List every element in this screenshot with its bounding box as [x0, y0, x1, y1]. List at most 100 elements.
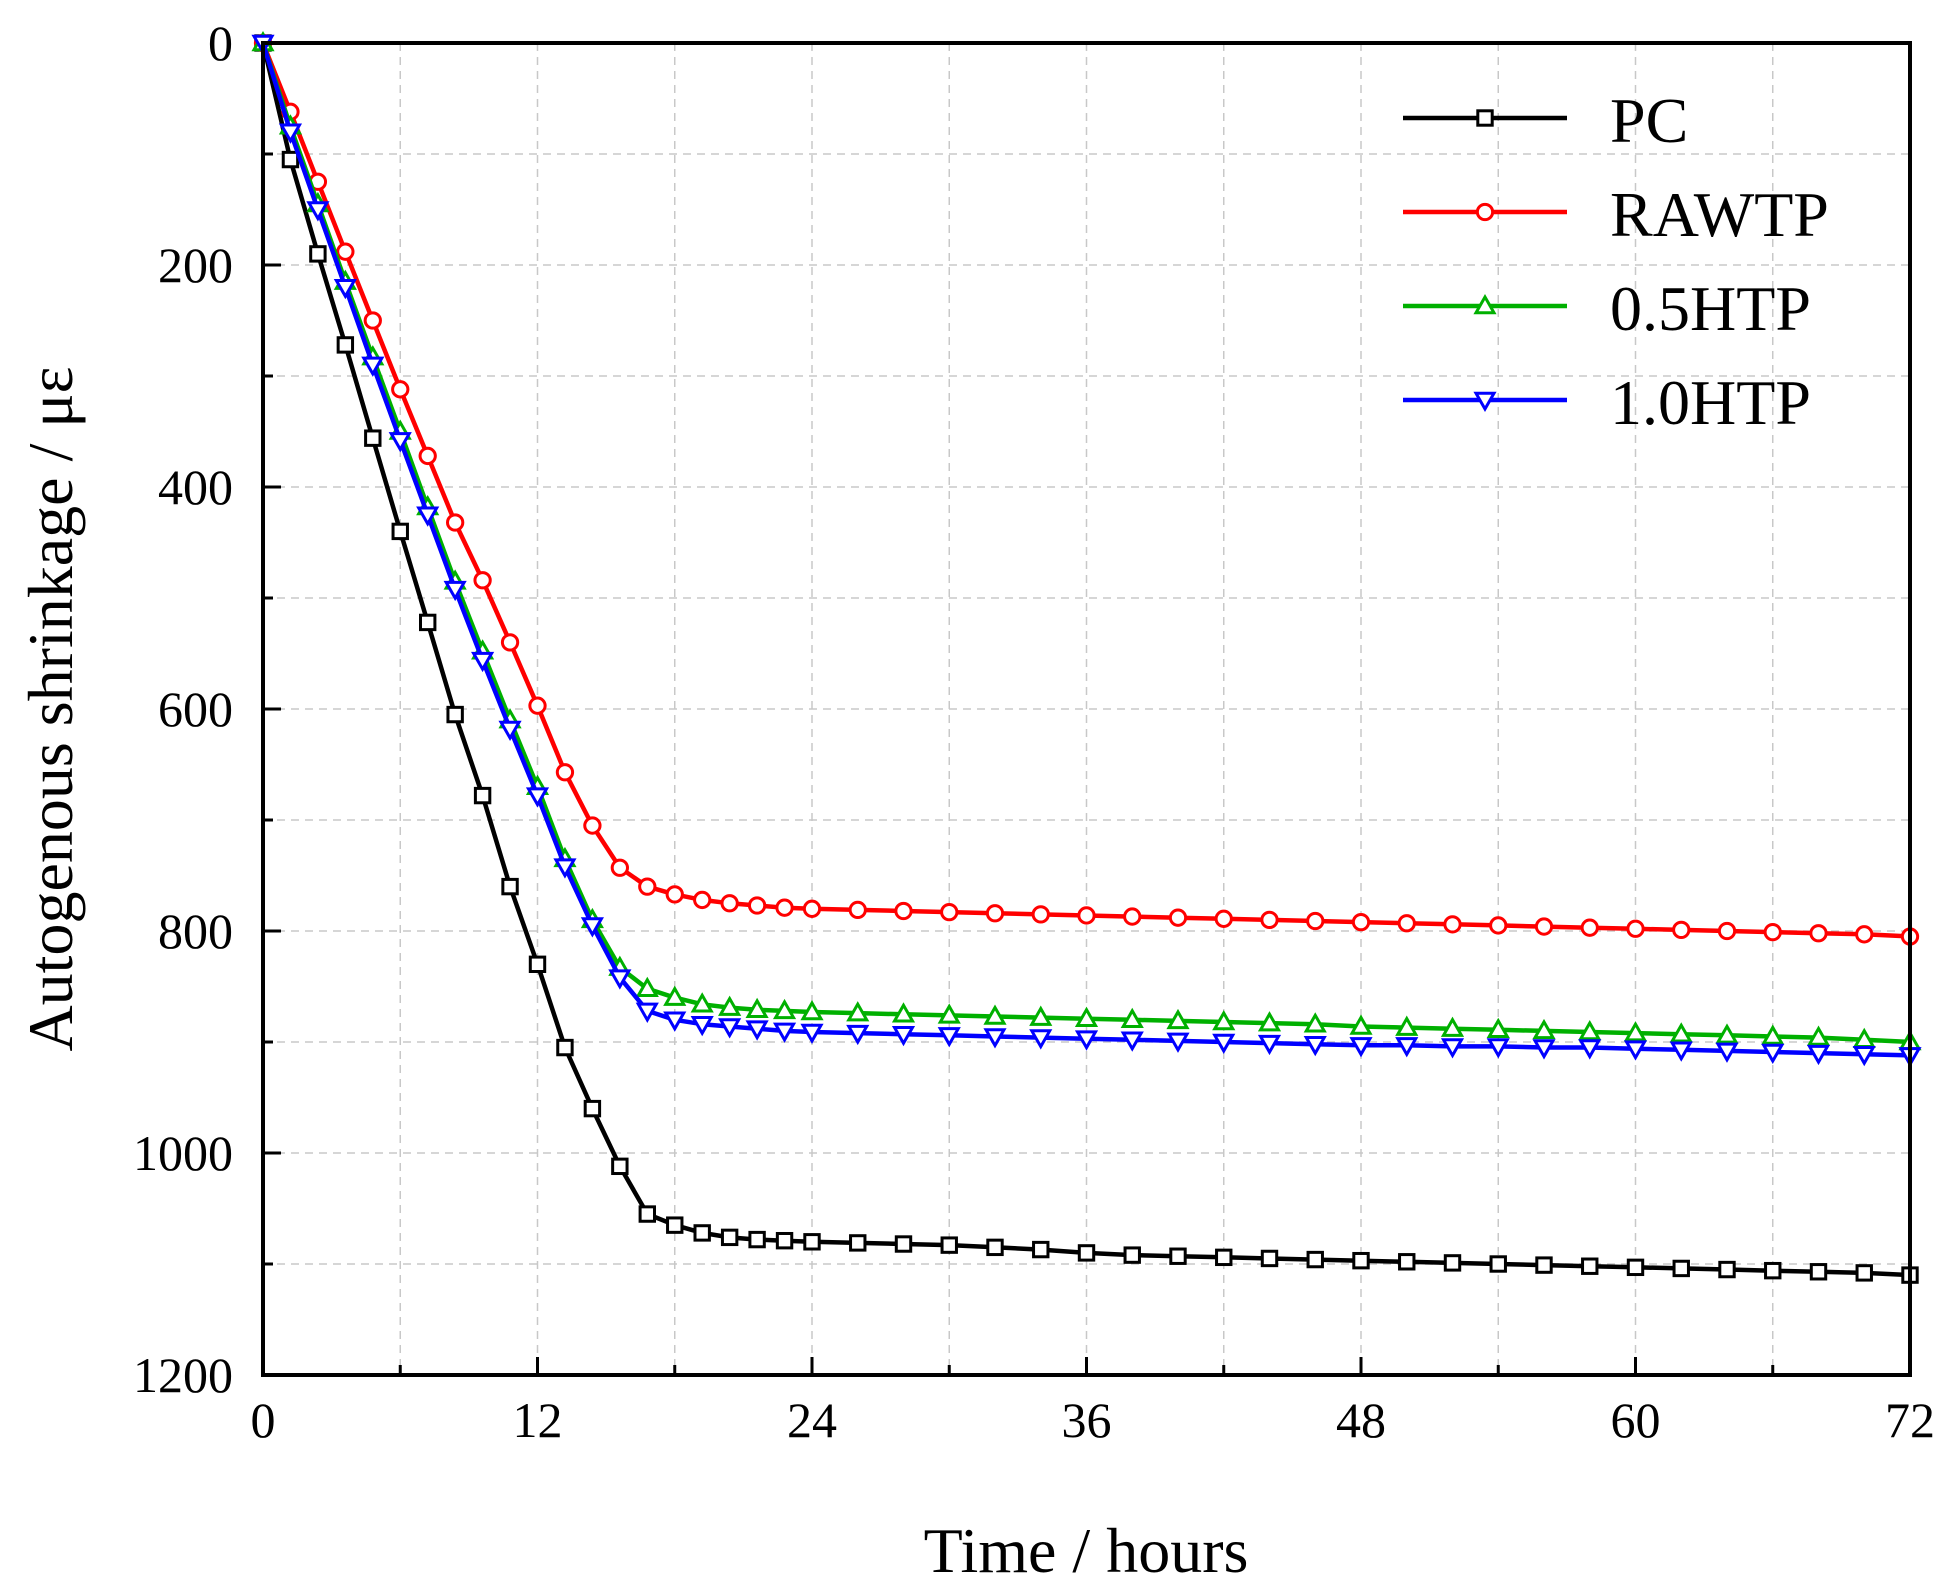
- data-point-pc: [1169, 1247, 1187, 1265]
- data-point-rawtp: [500, 633, 520, 652]
- data-point-rawtp: [555, 763, 575, 782]
- data-point-0-5htp: [937, 1003, 961, 1024]
- data-point-rawtp: [1306, 911, 1325, 931]
- data-point-rawtp: [848, 900, 867, 920]
- data-point-0-5htp: [891, 1002, 916, 1023]
- x-tick-label: 60: [1611, 1392, 1661, 1448]
- data-point-pc: [473, 786, 492, 805]
- data-point-rawtp: [363, 311, 382, 330]
- data-point-1-0htp: [772, 1022, 797, 1043]
- data-point-rawtp: [747, 896, 767, 915]
- legend-item-rawtp: RAWTP: [1403, 179, 1829, 250]
- data-point-pc: [419, 613, 437, 632]
- data-point-rawtp: [1489, 916, 1508, 935]
- data-point-pc: [1032, 1240, 1050, 1259]
- axis-ticks: 0 12 24 36 48 60 72 0 200 400 600 800 1000 1200: [133, 15, 1935, 1448]
- data-point-0-5htp: [1806, 1025, 1831, 1046]
- x-tick-label: 12: [513, 1392, 563, 1448]
- data-point-pc: [611, 1157, 629, 1176]
- data-point-pc: [1077, 1244, 1096, 1262]
- series-group: [251, 30, 1922, 1284]
- data-point-pc: [281, 150, 300, 169]
- data-point-rawtp: [528, 696, 547, 715]
- data-point-pc: [803, 1233, 821, 1251]
- data-point-0-5htp: [1303, 1012, 1327, 1033]
- data-point-rawtp: [638, 877, 657, 896]
- data-point-0-5htp: [1578, 1019, 1602, 1041]
- data-point-0-5htp: [663, 985, 687, 1006]
- data-point-pc: [1809, 1263, 1828, 1281]
- legend-label-rawtp: RAWTP: [1610, 179, 1829, 250]
- data-point-0-5htp: [846, 1001, 870, 1022]
- data-point-rawtp: [1717, 921, 1737, 941]
- y-tick-label: 1200: [133, 1347, 233, 1403]
- y-tick-label: 400: [158, 459, 233, 515]
- data-point-1-0htp: [553, 858, 577, 879]
- legend-label-0-5htp: 0.5HTP: [1610, 273, 1811, 344]
- data-point-rawtp: [1123, 907, 1142, 926]
- data-point-pc: [1352, 1251, 1370, 1270]
- data-point-0-5htp: [1074, 1006, 1099, 1027]
- data-point-rawtp: [693, 890, 712, 910]
- data-point-rawtp: [583, 816, 602, 835]
- x-tick-label: 24: [787, 1392, 837, 1448]
- data-point-pc: [1626, 1258, 1645, 1277]
- data-point-pc: [1398, 1253, 1416, 1271]
- data-point-pc: [1123, 1246, 1141, 1264]
- data-point-rawtp: [1855, 925, 1874, 944]
- y-axis-title: Autogenous shrinkage / με: [15, 366, 86, 1051]
- data-point-rawtp: [1397, 914, 1416, 933]
- data-point-rawtp: [1672, 920, 1691, 940]
- data-point-0-5htp: [1349, 1014, 1373, 1035]
- data-point-rawtp: [1580, 918, 1599, 937]
- data-point-rawtp: [1077, 906, 1096, 925]
- data-point-0-5htp: [1669, 1022, 1693, 1043]
- data-point-1-0htp: [1074, 1030, 1099, 1051]
- data-point-rawtp: [1214, 909, 1233, 928]
- data-point-1-0htp: [1761, 1043, 1785, 1065]
- data-point-pc: [1489, 1255, 1507, 1273]
- x-tick-label: 72: [1885, 1392, 1935, 1448]
- data-point-1-0htp: [635, 1002, 659, 1023]
- y-tick-label: 1000: [133, 1125, 233, 1181]
- data-point-1-0htp: [443, 580, 467, 602]
- x-axis-title: Time / hours: [924, 1515, 1249, 1586]
- data-point-1-0htp: [1349, 1037, 1373, 1058]
- data-point-1-0htp: [1257, 1034, 1282, 1056]
- data-point-1-0htp: [1029, 1029, 1053, 1050]
- data-point-pc: [501, 877, 519, 896]
- y-tick-label: 800: [158, 903, 233, 959]
- legend-marker-pc: [1476, 109, 1494, 127]
- data-point-pc: [720, 1228, 739, 1247]
- data-point-0-5htp: [983, 1004, 1007, 1025]
- data-point-1-0htp: [278, 123, 303, 144]
- data-point-1-0htp: [1578, 1039, 1602, 1060]
- data-point-1-0htp: [800, 1023, 824, 1045]
- data-point-1-0htp: [580, 917, 604, 938]
- y-tick-label: 0: [208, 15, 233, 71]
- data-point-0-5htp: [1029, 1005, 1053, 1026]
- data-point-1-0htp: [1303, 1035, 1327, 1057]
- data-point-rawtp: [336, 242, 355, 261]
- legend-item-1-0htp: 1.0HTP: [1403, 367, 1811, 438]
- series-1-0htp: [251, 34, 1922, 1068]
- data-point-1-0htp: [1212, 1033, 1236, 1055]
- data-point-pc: [1855, 1264, 1873, 1282]
- data-point-0-5htp: [1761, 1024, 1785, 1045]
- data-point-pc: [1260, 1249, 1279, 1268]
- data-point-rawtp: [1626, 919, 1645, 938]
- data-point-0-5htp: [1257, 1011, 1282, 1032]
- data-point-rawtp: [940, 902, 959, 922]
- data-point-1-0htp: [1669, 1041, 1693, 1062]
- data-point-1-0htp: [663, 1011, 687, 1032]
- data-point-1-0htp: [891, 1025, 916, 1047]
- data-point-rawtp: [1351, 912, 1371, 932]
- data-point-0-5htp: [635, 976, 659, 997]
- data-point-1-0htp: [388, 432, 412, 453]
- data-point-pc: [666, 1216, 684, 1234]
- data-point-0-5htp: [1486, 1017, 1510, 1039]
- data-point-rawtp: [446, 513, 465, 532]
- data-point-pc: [894, 1235, 913, 1253]
- data-point-1-0htp: [690, 1015, 714, 1037]
- legend-marker-rawtp: [1475, 202, 1495, 222]
